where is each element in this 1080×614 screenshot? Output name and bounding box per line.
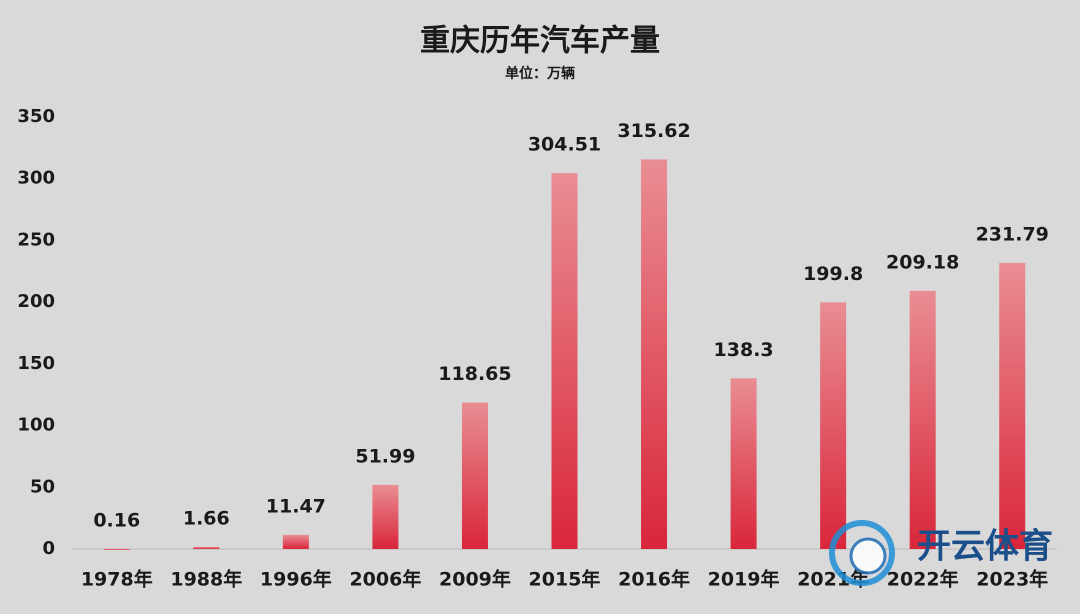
- x-tick-label: 2016年: [618, 568, 690, 591]
- chart-title: 重庆历年汽车产量: [420, 24, 660, 59]
- x-tick-label: 2023年: [976, 568, 1048, 591]
- bar: [730, 378, 757, 549]
- watermark-logo: [829, 520, 895, 586]
- bar: [461, 402, 488, 549]
- x-tick-label: 2021年: [797, 568, 869, 591]
- y-tick-label: 50: [30, 476, 55, 497]
- bar: [551, 173, 578, 550]
- data-label: 315.62: [617, 120, 690, 142]
- data-label: 0.16: [93, 509, 140, 531]
- data-label: 209.18: [886, 251, 959, 273]
- bar: [282, 534, 309, 549]
- bar: [372, 484, 399, 549]
- x-tick-label: 2015年: [529, 568, 601, 591]
- x-tick-label: 1988年: [170, 568, 242, 591]
- data-label: 304.51: [528, 134, 601, 156]
- y-tick-label: 100: [17, 415, 55, 436]
- x-tick-label: 2019年: [708, 568, 780, 591]
- data-label: 118.65: [438, 363, 511, 385]
- x-tick-label: 1978年: [81, 568, 153, 591]
- y-tick-label: 250: [17, 229, 55, 250]
- bar: [103, 548, 130, 550]
- bar: [820, 302, 847, 549]
- x-tick-label: 2022年: [887, 568, 959, 591]
- y-tick-label: 0: [42, 538, 55, 559]
- data-label: 138.3: [714, 339, 774, 361]
- y-tick-label: 150: [17, 353, 55, 374]
- bar: [909, 290, 936, 549]
- bar: [641, 159, 668, 549]
- y-tick-label: 200: [17, 291, 55, 312]
- watermark-text: 开云体育: [917, 527, 1053, 567]
- x-tick-label: 1996年: [260, 568, 332, 591]
- data-label: 11.47: [266, 495, 326, 517]
- chart-subtitle: 单位：万辆: [505, 65, 575, 82]
- bar: [999, 262, 1026, 549]
- data-label: 1.66: [183, 507, 230, 529]
- x-tick-label: 2009年: [439, 568, 511, 591]
- data-label: 51.99: [355, 445, 415, 467]
- x-tick-label: 2006年: [349, 568, 421, 591]
- data-label: 231.79: [976, 223, 1049, 245]
- y-tick-label: 300: [17, 168, 55, 189]
- data-label: 199.8: [803, 263, 863, 285]
- bar: [193, 546, 220, 549]
- y-tick-label: 350: [17, 106, 55, 127]
